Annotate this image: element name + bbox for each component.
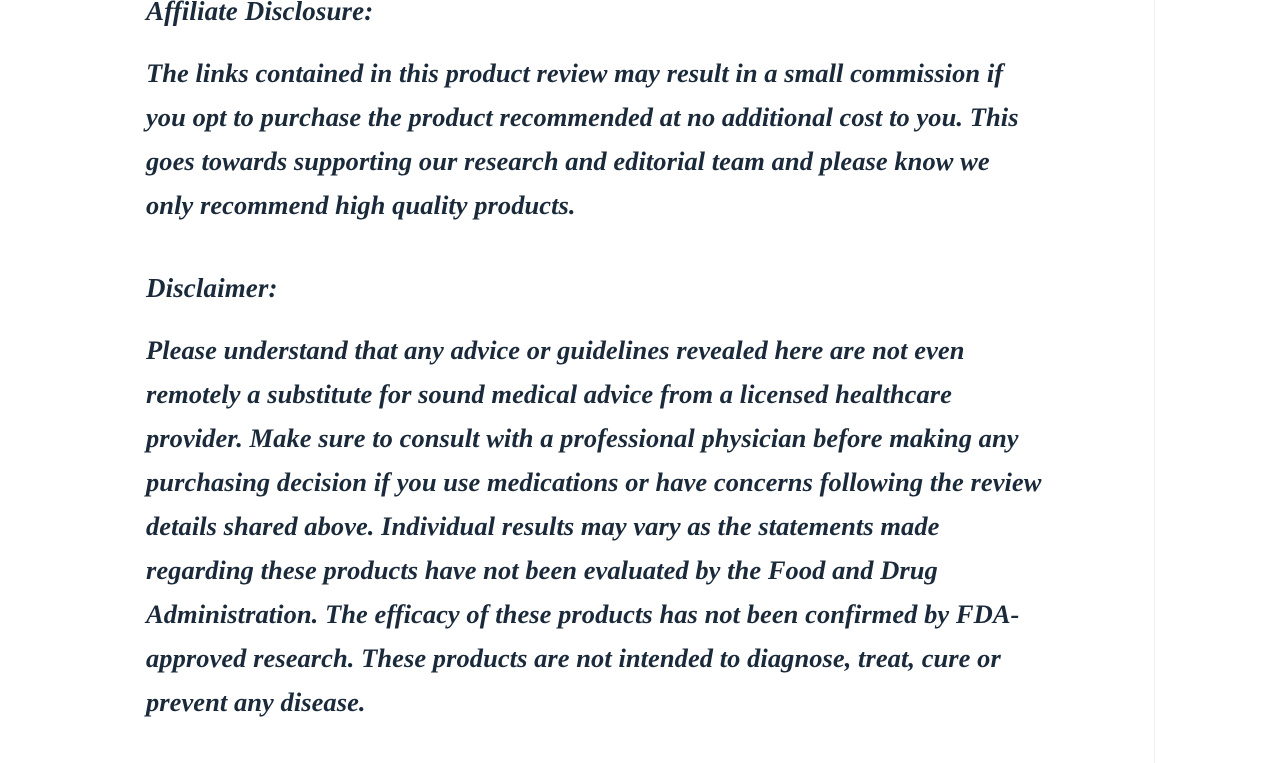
paragraph-line: approved research. These products are no… (146, 643, 1001, 674)
paragraph-line: goes towards supporting our research and… (146, 146, 990, 177)
paragraph-line: Please understand that any advice or gui… (146, 335, 965, 366)
paragraph-line: only recommend high quality products. (146, 190, 576, 221)
paragraph-line: remotely a substitute for sound medical … (146, 379, 952, 410)
affiliate-disclosure-section: Affiliate Disclosure: The links containe… (146, 0, 1154, 724)
paragraph-line: prevent any disease. (146, 687, 366, 718)
article-content-column: Affiliate Disclosure: The links containe… (133, 0, 1155, 763)
disclaimer-heading: Disclaimer: (146, 273, 278, 304)
paragraph-line: purchasing decision if you use medicatio… (146, 467, 1042, 498)
paragraph-line: Administration. The efficacy of these pr… (146, 599, 1020, 630)
paragraph-line: regarding these products have not been e… (146, 555, 938, 586)
paragraph-line: you opt to purchase the product recommen… (146, 102, 1019, 133)
affiliate-disclosure-paragraph: The links contained in this product revi… (146, 51, 1156, 227)
paragraph-line: details shared above. Individual results… (146, 511, 940, 542)
disclaimer-paragraph: Please understand that any advice or gui… (146, 328, 1156, 724)
paragraph-line: The links contained in this product revi… (146, 58, 1004, 89)
affiliate-disclosure-heading: Affiliate Disclosure: (146, 0, 374, 26)
paragraph-line: provider. Make sure to consult with a pr… (146, 423, 1019, 454)
